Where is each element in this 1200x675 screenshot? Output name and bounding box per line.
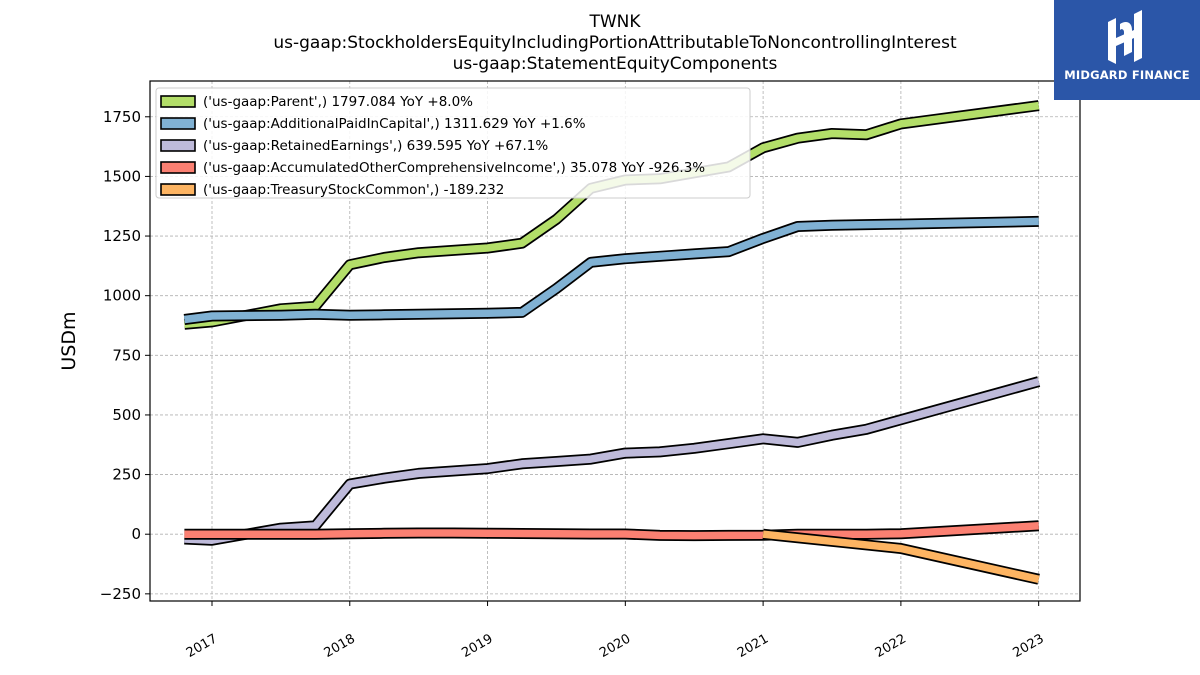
plot-frame [149,80,1081,602]
y-axis-ticks: −250 0 250 500 750 1000 1250 1500 1750 [100,108,150,603]
x-tick-label: 2017 [184,631,220,661]
x-tick-label: 2020 [597,631,633,661]
series-line [184,377,1040,544]
y-tick-label: 1250 [103,227,141,245]
y-tick-label: 1000 [103,287,141,305]
chart-title-line: TWNK [588,12,641,32]
logo-text: MIDGARD FINANCE [1064,68,1190,82]
x-tick-label: 2019 [459,631,495,661]
y-tick-label: 500 [112,406,141,424]
x-tick-label: 2018 [322,631,358,661]
y-tick-label: 250 [112,466,141,484]
logo-emblem-icon [1108,10,1142,64]
chart-title-line: us-gaap:StockholdersEquityIncludingPorti… [273,33,957,53]
legend-entry: ('us-gaap:Parent',) 1797.084 YoY +8.0% [203,94,473,110]
legend: ('us-gaap:Parent',) 1797.084 YoY +8.0% ('… [155,87,751,199]
y-tick-label: 1750 [103,108,141,126]
x-tick-label: 2021 [735,631,771,661]
legend-swatch [160,183,196,196]
y-axis-label: USDm [58,311,80,370]
legend-entry: ('us-gaap:AdditionalPaidInCapital',) 131… [203,116,586,132]
y-tick-label: 750 [112,346,141,364]
legend-entry: ('us-gaap:RetainedEarnings',) 639.595 Yo… [203,138,548,154]
series-line [762,530,1040,583]
chart-title: TWNKus-gaap:StockholdersEquityIncludingP… [273,12,957,74]
legend-swatch [160,95,196,108]
brand-logo: MIDGARD FINANCE [1054,0,1200,100]
legend-entry: ('us-gaap:TreasuryStockCommon',) -189.23… [203,182,504,198]
y-tick-label: 0 [131,525,141,543]
series-line [183,217,1039,324]
x-tick-label: 2023 [1011,631,1047,661]
legend-entry: ('us-gaap:AccumulatedOtherComprehensiveI… [203,160,705,176]
legend-box [155,87,751,199]
legend-swatch [160,161,196,174]
x-axis-ticks: 2017 2018 2019 2020 2021 2022 2023 [184,601,1047,661]
legend-swatch [160,139,196,152]
series-lines [183,100,1041,585]
chart-title-line: us-gaap:StatementEquityComponents [453,54,778,74]
y-tick-label: 1500 [103,167,141,185]
y-tick-label: −250 [100,585,141,603]
x-tick-label: 2022 [873,631,909,661]
series-line [184,101,1040,329]
series-line-outline [184,376,1041,546]
legend-swatch [160,117,196,130]
